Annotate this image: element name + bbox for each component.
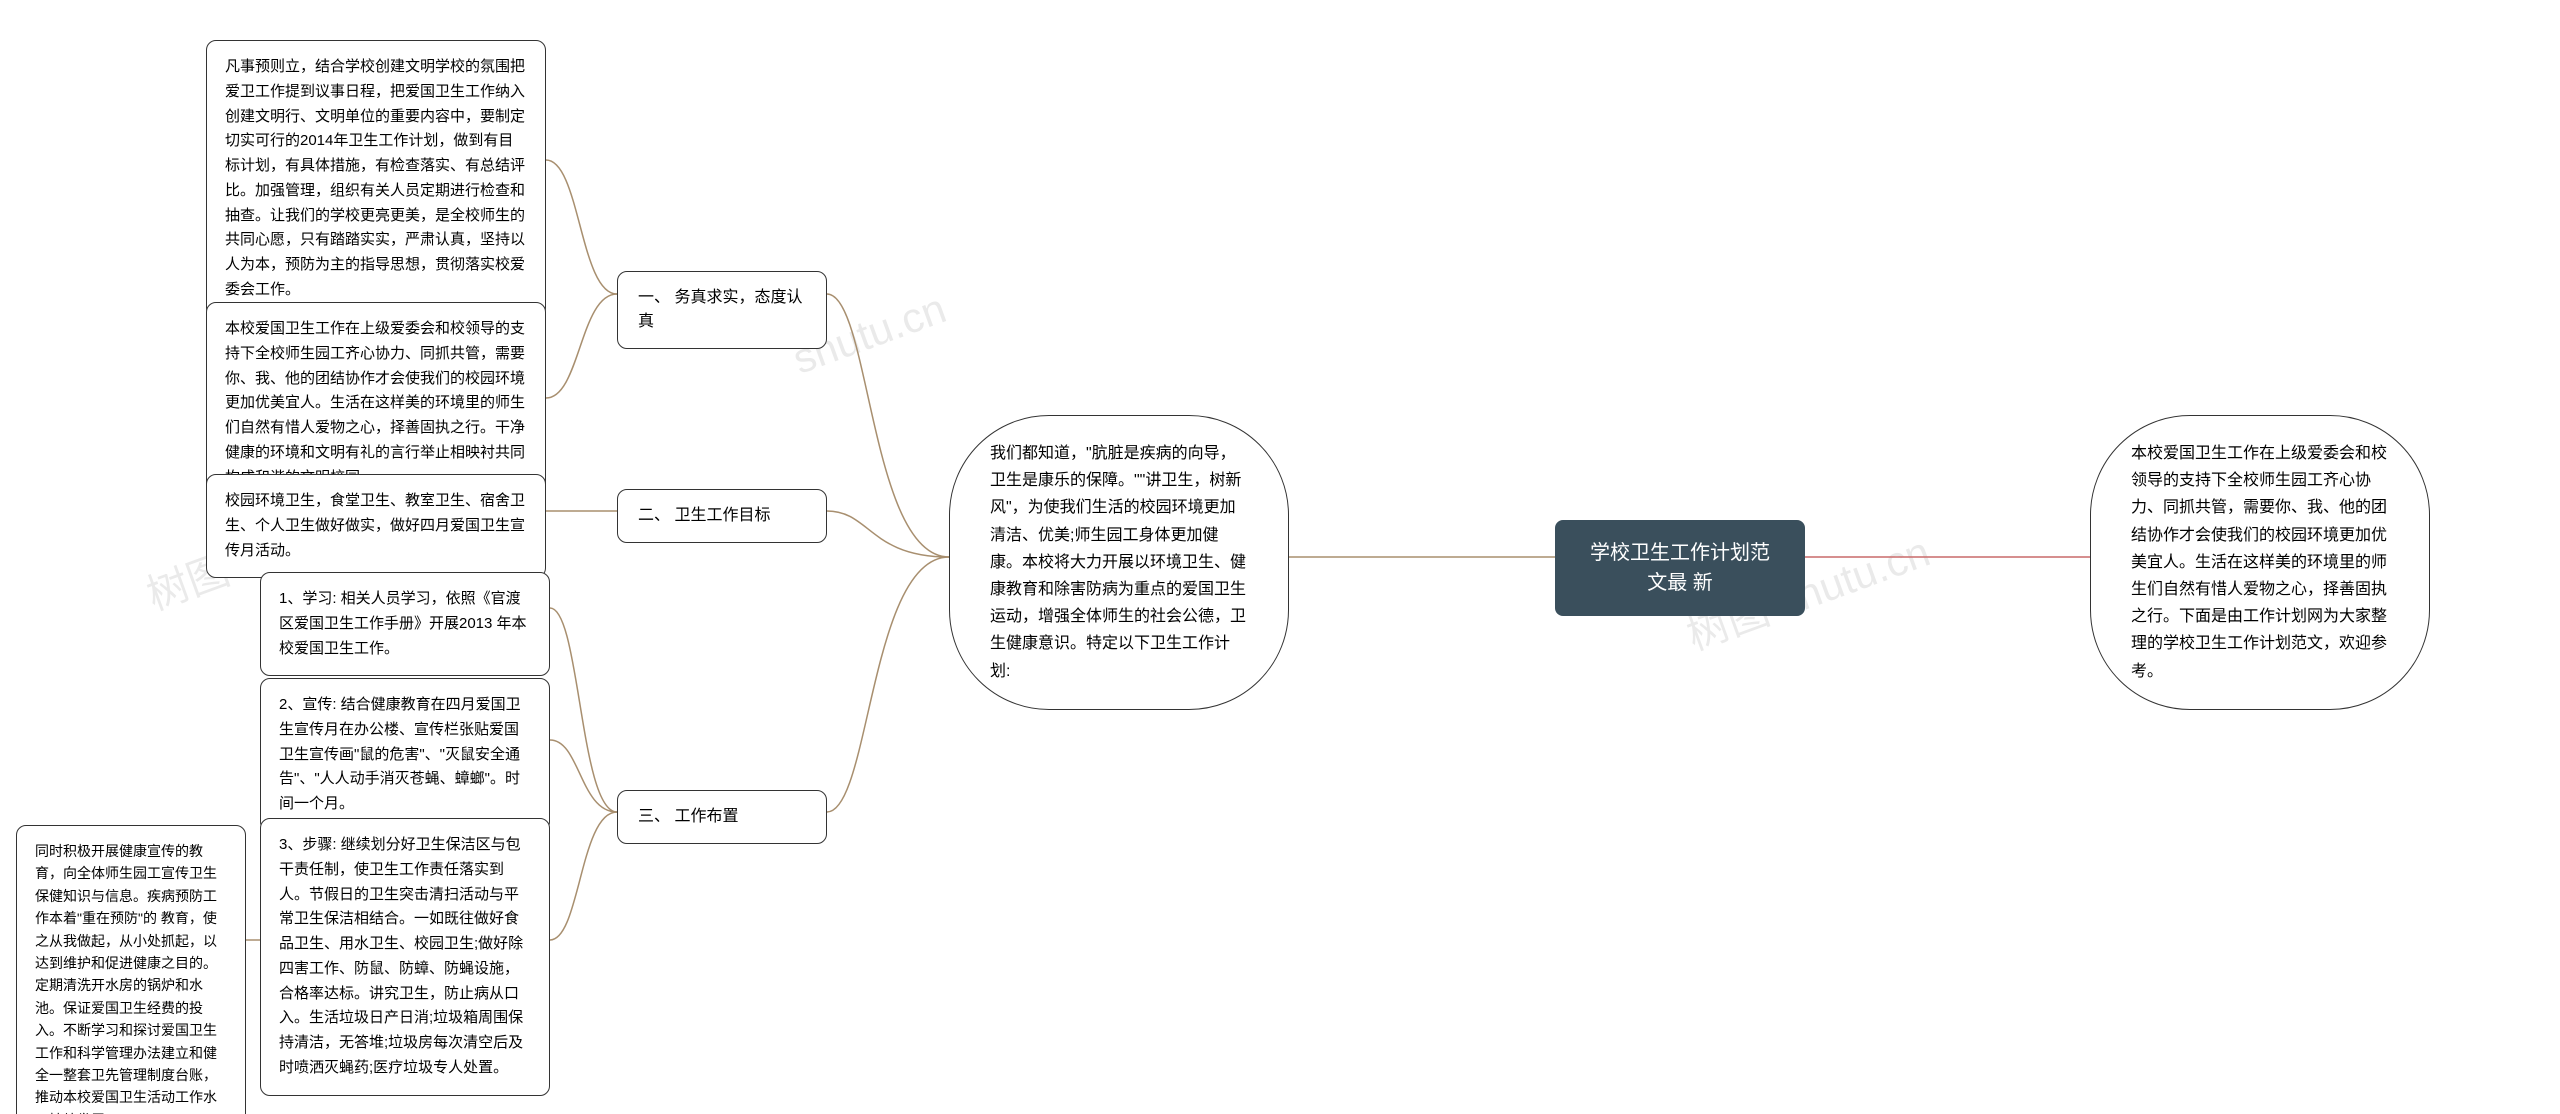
right-summary-node: 本校爱国卫生工作在上级爱委会和校领导的支持下全校师生园工齐心协力、同抓共管，需要… — [2090, 415, 2430, 710]
root-node: 学校卫生工作计划范文最 新 — [1555, 520, 1805, 616]
section-1-node: 一、 务真求实，态度认真 — [617, 271, 827, 349]
leaf-node: 校园环境卫生，食堂卫生、教室卫生、宿舍卫生、个人卫生做好做实，做好四月爱国卫生宣… — [206, 474, 546, 578]
intro-node: 我们都知道，"肮脏是疾病的向导，卫生是康乐的保障。""讲卫生，树新风"，为使我们… — [949, 415, 1289, 710]
leaf-node: 3、步骤: 继续划分好卫生保洁区与包干责任制，使卫生工作责任落实到人。节假日的卫… — [260, 818, 550, 1096]
section-3-node: 三、 工作布置 — [617, 790, 827, 844]
leaf-node: 1、学习: 相关人员学习，依照《官渡区爱国卫生工作手册》开展2013 年本校爱国… — [260, 572, 550, 676]
leaf-node: 2、宣传: 结合健康教育在四月爱国卫生宣传月在办公楼、宣传栏张贴爱国卫生宣传画"… — [260, 678, 550, 832]
leaf-node: 同时积极开展健康宣传的教育，向全体师生园工宣传卫生保健知识与信息。疾病预防工作本… — [16, 825, 246, 1114]
leaf-node: 凡事预则立，结合学校创建文明学校的氛围把爱卫工作提到议事日程，把爱国卫生工作纳入… — [206, 40, 546, 318]
section-2-node: 二、 卫生工作目标 — [617, 489, 827, 543]
